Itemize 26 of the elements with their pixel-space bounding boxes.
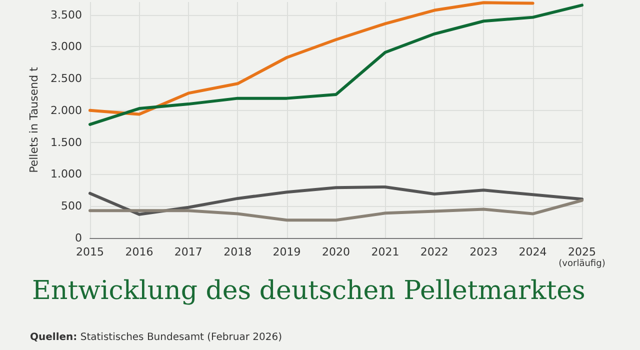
y-tick-label: 2.500 xyxy=(50,72,82,86)
text: Entwicklung des deutschen Pelletmarktes xyxy=(32,276,586,306)
x-tick-label: 2025 (vorläufig) xyxy=(558,246,606,269)
x-tick-label: 2024 xyxy=(518,246,547,258)
line-series xyxy=(88,198,584,222)
y-tick-label: 1.500 xyxy=(50,136,82,149)
x-tick-label: 2022 xyxy=(420,246,448,258)
line-series xyxy=(88,185,584,216)
x-tick-label: 2017 xyxy=(174,246,202,258)
x-tick-label: 2015 xyxy=(76,246,104,258)
x-tick-label: 2023 xyxy=(470,246,498,258)
y-tick-label: 3.000 xyxy=(50,40,82,54)
x-tick-label: 2021 xyxy=(371,246,400,258)
x-tick-label: 2019 xyxy=(272,246,301,258)
x-tick-label: 2016 xyxy=(125,246,154,258)
x-tick-label: 2018 xyxy=(224,246,252,258)
y-tick-label: 500 xyxy=(61,200,82,213)
y-tick-label: 2.000 xyxy=(50,104,82,117)
line-series xyxy=(88,4,584,126)
source-note: Quellen: Statistisches Bundesamt (Februar 2026) xyxy=(30,332,282,343)
y-tick-label: 0 xyxy=(75,232,82,244)
y-tick-label: 3.500 xyxy=(50,8,82,22)
y-tick-label: 1.000 xyxy=(50,168,82,181)
x-tick-label: 2020 xyxy=(322,246,350,258)
line-series xyxy=(88,1,534,116)
y-axis-title: Pellets in Tausend t xyxy=(28,66,41,173)
